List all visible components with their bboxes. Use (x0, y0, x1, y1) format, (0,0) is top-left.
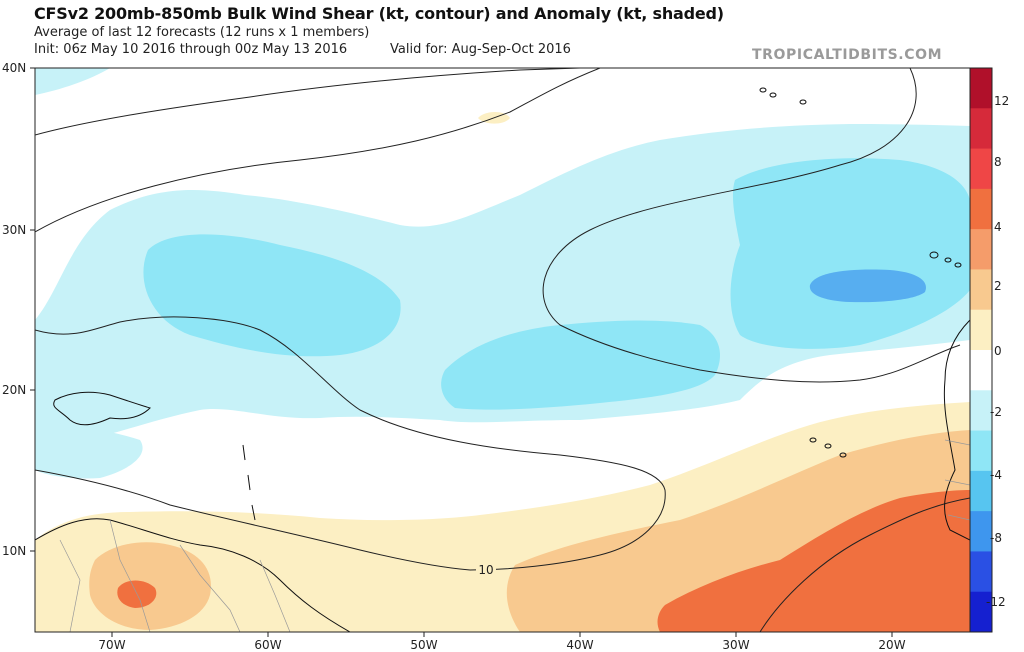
contour-line-caribbean (35, 469, 471, 571)
colorbar-swatch (970, 430, 992, 472)
lat-label-20n: 20N (2, 383, 26, 397)
colorbar-label-neg12: -12 (986, 595, 1006, 609)
colorbar-swatch (970, 148, 992, 190)
border-line-3 (179, 544, 241, 632)
anomaly-pos-strong-east (657, 490, 970, 632)
colorbar-swatch (970, 350, 992, 391)
border-line-2 (109, 519, 151, 632)
border-line-4 (259, 559, 291, 632)
colorbar-swatch (970, 229, 992, 270)
brand-watermark: TROPICALTIDBITS.COM (752, 47, 943, 63)
colorbar-labels: 12 8 4 2 0 -2 -4 -8 -12 (986, 94, 1009, 609)
colorbar-label-0: 0 (994, 344, 1002, 358)
contour-label-bg (476, 563, 496, 577)
anomaly-neg-strong-azores (809, 269, 926, 303)
coast-lesser-antilles (242, 444, 256, 521)
colorbar-label-8: 8 (994, 155, 1002, 169)
longitude-axis: 70W 60W 50W 40W 30W 20W (98, 632, 906, 652)
contour-line-azores (542, 68, 961, 383)
colorbar-swatch (970, 309, 992, 351)
contour-line-south (35, 316, 666, 571)
lat-label-30n: 30N (2, 223, 26, 237)
contour-line-mid (35, 68, 601, 233)
anomaly-neg-mid-central (441, 320, 720, 410)
colorbar-label-2: 2 (994, 279, 1002, 293)
lon-label-30w: 30W (722, 638, 749, 652)
valid-time: Valid for: Aug-Sep-Oct 2016 (390, 42, 571, 57)
colorbar (969, 67, 993, 633)
colorbar-label-neg8: -8 (990, 531, 1002, 545)
colorbar-swatch (970, 470, 992, 512)
init-time: Init: 06z May 10 2016 through 00z May 13… (34, 42, 348, 57)
lon-label-50w: 50W (410, 638, 437, 652)
map-subtitle: Average of last 12 forecasts (12 runs x … (34, 25, 370, 40)
lon-label-20w: 20W (878, 638, 905, 652)
colorbar-label-neg2: -2 (990, 405, 1002, 419)
colorbar-swatch (970, 188, 992, 230)
country-borders (59, 439, 970, 632)
contour-label-10: 10 (478, 563, 493, 577)
colorbar-swatch (970, 269, 992, 311)
coast-africa (943, 319, 970, 541)
map-plot-area (35, 68, 970, 632)
coastlines (35, 87, 970, 632)
contour-line-north (35, 68, 581, 136)
anomaly-neg-light-caribbean (35, 420, 143, 479)
contour-line-africa (759, 497, 970, 632)
colorbar-swatch (970, 108, 992, 150)
colorbar-label-neg4: -4 (990, 468, 1002, 482)
anomaly-neg-mid-west (143, 234, 401, 357)
lat-label-10n: 10N (2, 544, 26, 558)
lon-label-60w: 60W (254, 638, 281, 652)
border-line-5 (944, 439, 970, 521)
colorbar-swatch (970, 511, 992, 552)
colorbar-label-12: 12 (994, 94, 1009, 108)
colorbar-label-4: 4 (994, 220, 1002, 234)
shear-contours (35, 68, 970, 632)
coast-madeira (759, 87, 807, 105)
colorbar-swatch (970, 68, 992, 109)
run-info: Init: 06z May 10 2016 through 00z May 13… (34, 41, 974, 58)
colorbar-swatch (970, 591, 992, 633)
lon-label-40w: 40W (566, 638, 593, 652)
coast-azores (929, 251, 962, 268)
header: CFSv2 200mb-850mb Bulk Wind Shear (kt, c… (34, 4, 974, 58)
coast-hispaniola (53, 391, 151, 426)
anomaly-neg-mid-east (730, 158, 970, 349)
coast-south-america (35, 518, 351, 632)
lat-label-40n: 40N (2, 61, 26, 75)
colorbar-swatch (970, 551, 992, 593)
border-line-1 (59, 539, 81, 632)
anomaly-neg-light-northcorner (35, 68, 110, 95)
colorbar-frame (969, 67, 993, 633)
lon-label-70w: 70W (98, 638, 125, 652)
map-title: CFSv2 200mb-850mb Bulk Wind Shear (kt, c… (34, 4, 724, 23)
latitude-axis: 40N 30N 20N 10N (2, 61, 35, 558)
coast-canary-islands (809, 437, 847, 458)
colorbar-swatch (970, 390, 992, 432)
